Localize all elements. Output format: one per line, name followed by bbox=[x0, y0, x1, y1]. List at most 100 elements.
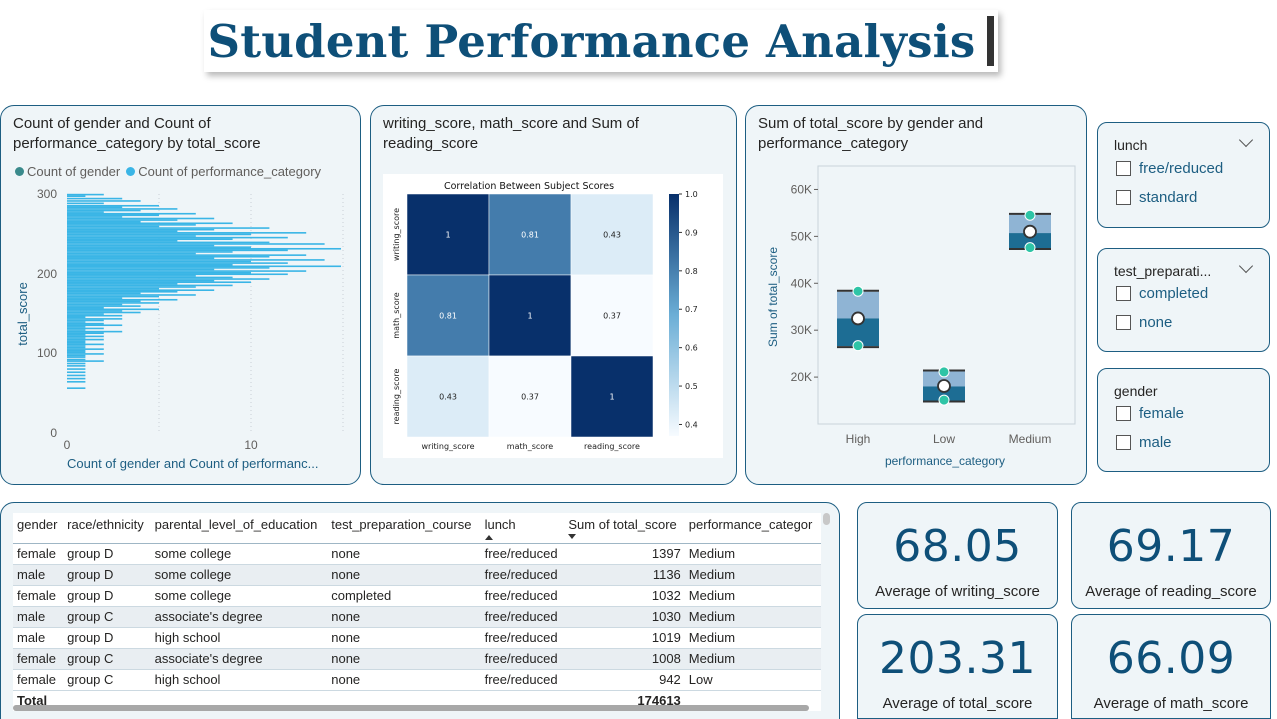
bar[interactable] bbox=[67, 298, 178, 301]
vertical-scrollbar[interactable] bbox=[823, 513, 830, 525]
bar[interactable] bbox=[67, 200, 141, 202]
bar-chart-plot[interactable]: 300 200 100 0 0 10 total_score Count of … bbox=[1, 106, 361, 485]
bar[interactable] bbox=[67, 204, 159, 207]
bar[interactable] bbox=[67, 297, 123, 299]
box-mean-marker[interactable] bbox=[1023, 224, 1037, 239]
bar[interactable] bbox=[67, 354, 86, 357]
bar[interactable] bbox=[67, 227, 270, 229]
bar[interactable] bbox=[67, 216, 123, 218]
checkbox[interactable] bbox=[1116, 286, 1131, 301]
heatmap-cell[interactable] bbox=[570, 355, 654, 438]
bar[interactable] bbox=[67, 255, 270, 258]
heatmap-cell[interactable] bbox=[570, 274, 654, 357]
box-point[interactable] bbox=[938, 394, 950, 406]
slicer-option-male[interactable]: male bbox=[1116, 434, 1172, 451]
bar[interactable] bbox=[67, 271, 251, 274]
col-header-total-score[interactable]: Sum of total_score bbox=[564, 513, 685, 544]
bar[interactable] bbox=[67, 319, 104, 322]
bar[interactable] bbox=[67, 316, 86, 319]
bar[interactable] bbox=[67, 238, 233, 241]
slicer-option-none[interactable]: none bbox=[1116, 314, 1172, 331]
box-point[interactable] bbox=[1024, 242, 1036, 254]
bar[interactable] bbox=[67, 340, 86, 342]
bar[interactable] bbox=[67, 193, 104, 196]
bar[interactable] bbox=[67, 308, 159, 311]
bar[interactable] bbox=[67, 236, 288, 239]
bar[interactable] bbox=[67, 279, 215, 282]
bar-chart-card[interactable]: Count of gender and Count of performance… bbox=[0, 105, 361, 485]
bar[interactable] bbox=[67, 341, 86, 344]
bar[interactable] bbox=[67, 360, 104, 362]
heatmap-cell[interactable] bbox=[488, 274, 572, 357]
col-header-performance[interactable]: performance_categor bbox=[684, 513, 821, 544]
heatmap-card[interactable]: writing_score, math_score and Sum of rea… bbox=[370, 105, 737, 485]
bar[interactable] bbox=[67, 252, 196, 255]
bar[interactable] bbox=[67, 246, 251, 248]
bar[interactable] bbox=[67, 286, 196, 288]
bar[interactable] bbox=[67, 220, 141, 223]
bar[interactable] bbox=[67, 358, 86, 361]
bar[interactable] bbox=[67, 228, 215, 231]
slicer-option-standard[interactable]: standard bbox=[1116, 189, 1197, 206]
kpi-writing-card[interactable]: 68.05 Average of writing_score bbox=[857, 502, 1058, 609]
box-upper[interactable] bbox=[1009, 214, 1051, 234]
bar[interactable] bbox=[67, 318, 123, 320]
bar[interactable] bbox=[67, 314, 123, 317]
bar[interactable] bbox=[67, 197, 123, 200]
bar[interactable] bbox=[67, 243, 325, 245]
bar[interactable] bbox=[67, 294, 196, 296]
bar[interactable] bbox=[67, 276, 233, 279]
bar[interactable] bbox=[67, 247, 341, 250]
bar[interactable] bbox=[67, 302, 159, 304]
bar[interactable] bbox=[67, 270, 307, 272]
bar[interactable] bbox=[67, 284, 233, 287]
kpi-math-card[interactable]: 66.09 Average of math_score bbox=[1071, 614, 1271, 719]
bar[interactable] bbox=[67, 345, 86, 347]
box-upper[interactable] bbox=[923, 371, 965, 387]
col-header-race[interactable]: race/ethnicity bbox=[63, 513, 151, 544]
bar[interactable] bbox=[67, 283, 178, 285]
bar[interactable] bbox=[67, 225, 159, 228]
bar[interactable] bbox=[67, 209, 141, 212]
box-point[interactable] bbox=[852, 340, 864, 352]
bar[interactable] bbox=[67, 241, 270, 244]
bar[interactable] bbox=[67, 251, 233, 253]
bar[interactable] bbox=[67, 306, 104, 309]
bar[interactable] bbox=[67, 362, 86, 365]
bar[interactable] bbox=[67, 353, 104, 355]
col-header-parent-edu[interactable]: parental_level_of_education bbox=[150, 513, 328, 544]
bar[interactable] bbox=[67, 289, 215, 291]
bar[interactable] bbox=[67, 310, 123, 312]
bar[interactable] bbox=[67, 224, 196, 226]
slicer-option-completed[interactable]: completed bbox=[1116, 285, 1208, 302]
bar[interactable] bbox=[67, 265, 341, 268]
test-prep-slicer[interactable]: test_preparati... completed none bbox=[1097, 248, 1270, 352]
col-header-lunch[interactable]: lunch bbox=[480, 513, 565, 544]
box-point[interactable] bbox=[938, 366, 950, 378]
horizontal-scrollbar[interactable] bbox=[13, 705, 809, 711]
bar[interactable] bbox=[67, 212, 196, 215]
bar[interactable] bbox=[67, 217, 215, 220]
box-lower[interactable] bbox=[923, 386, 965, 401]
bar[interactable] bbox=[67, 278, 270, 280]
heatmap-cell[interactable] bbox=[570, 193, 654, 276]
bar[interactable] bbox=[67, 335, 104, 338]
bar[interactable] bbox=[67, 244, 215, 247]
boxplot-plot[interactable]: 60K 50K 40K 30K 20K High Low Medium Sum of tot… bbox=[746, 106, 1087, 485]
bar[interactable] bbox=[67, 330, 123, 333]
bar[interactable] bbox=[67, 259, 325, 261]
bar[interactable] bbox=[67, 365, 86, 367]
bar[interactable] bbox=[67, 368, 86, 370]
checkbox[interactable] bbox=[1116, 190, 1131, 205]
heatmap-cell[interactable] bbox=[488, 193, 572, 276]
bar[interactable] bbox=[67, 263, 233, 266]
bar[interactable] bbox=[67, 290, 178, 293]
box-mean-marker[interactable] bbox=[937, 379, 951, 393]
bar[interactable] bbox=[67, 295, 159, 298]
data-table[interactable]: gender race/ethnicity parental_level_of_… bbox=[13, 513, 821, 711]
checkbox[interactable] bbox=[1116, 435, 1131, 450]
bar[interactable] bbox=[67, 346, 86, 349]
